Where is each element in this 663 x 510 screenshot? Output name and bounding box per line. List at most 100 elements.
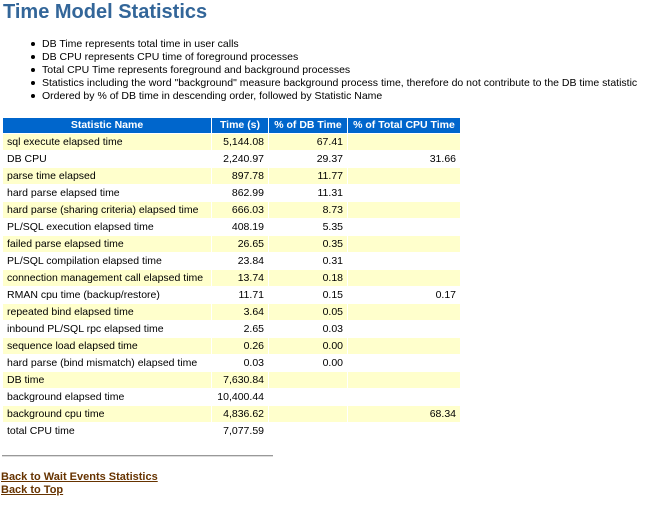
table-row: background cpu time 4,836.62 68.34 [3, 406, 460, 422]
cell-statistic-name: RMAN cpu time (backup/restore) [3, 287, 211, 303]
cell-statistic-name: PL/SQL execution elapsed time [3, 219, 211, 235]
cell-pct-db-time: 5.35 [269, 219, 347, 235]
cell-statistic-name: parse time elapsed [3, 168, 211, 184]
cell-time: 0.03 [212, 355, 268, 371]
table-row: connection management call elapsed time … [3, 270, 460, 286]
table-row: failed parse elapsed time 26.65 0.35 [3, 236, 460, 252]
note-item: Statistics including the word "backgroun… [30, 77, 638, 89]
table-row: inbound PL/SQL rpc elapsed time 2.65 0.0… [3, 321, 460, 337]
cell-statistic-name: connection management call elapsed time [3, 270, 211, 286]
notes-list: DB Time represents total time in user ca… [0, 38, 637, 103]
cell-pct-total-cpu-time [348, 236, 460, 252]
cell-pct-db-time: 0.18 [269, 270, 347, 286]
section-divider [2, 455, 273, 456]
table-row: PL/SQL execution elapsed time 408.19 5.3… [3, 219, 460, 235]
cell-pct-total-cpu-time [348, 253, 460, 269]
cell-pct-db-time [269, 389, 347, 405]
cell-pct-db-time: 29.37 [269, 151, 347, 167]
cell-pct-db-time: 0.15 [269, 287, 347, 303]
cell-pct-total-cpu-time: 0.17 [348, 287, 460, 303]
cell-pct-db-time [269, 423, 347, 439]
cell-time: 0.26 [212, 338, 268, 354]
cell-time: 4,836.62 [212, 406, 268, 422]
column-header-time: Time (s) [212, 118, 268, 133]
cell-pct-total-cpu-time: 68.34 [348, 406, 460, 422]
cell-time: 10,400.44 [212, 389, 268, 405]
cell-pct-total-cpu-time [348, 389, 460, 405]
cell-pct-total-cpu-time [348, 372, 460, 388]
cell-pct-total-cpu-time: 31.66 [348, 151, 460, 167]
back-to-wait-events-link[interactable]: Back to Wait Events Statistics [1, 471, 158, 483]
cell-statistic-name: repeated bind elapsed time [3, 304, 211, 320]
cell-statistic-name: sequence load elapsed time [3, 338, 211, 354]
cell-pct-total-cpu-time [348, 134, 460, 150]
table-row: background elapsed time 10,400.44 [3, 389, 460, 405]
cell-time: 7,630.84 [212, 372, 268, 388]
cell-pct-db-time [269, 406, 347, 422]
table-row: PL/SQL compilation elapsed time 23.84 0.… [3, 253, 460, 269]
cell-pct-db-time: 0.31 [269, 253, 347, 269]
cell-pct-db-time: 11.77 [269, 168, 347, 184]
cell-pct-total-cpu-time [348, 219, 460, 235]
cell-pct-db-time: 0.00 [269, 355, 347, 371]
table-row: hard parse elapsed time 862.99 11.31 [3, 185, 460, 201]
cell-time: 7,077.59 [212, 423, 268, 439]
cell-pct-db-time [269, 372, 347, 388]
cell-pct-db-time: 67.41 [269, 134, 347, 150]
cell-pct-total-cpu-time [348, 304, 460, 320]
table-row: sql execute elapsed time 5,144.08 67.41 [3, 134, 460, 150]
page-title: Time Model Statistics [3, 1, 208, 23]
cell-statistic-name: failed parse elapsed time [3, 236, 211, 252]
cell-time: 23.84 [212, 253, 268, 269]
cell-statistic-name: PL/SQL compilation elapsed time [3, 253, 211, 269]
cell-pct-total-cpu-time [348, 270, 460, 286]
cell-time: 897.78 [212, 168, 268, 184]
cell-pct-db-time: 8.73 [269, 202, 347, 218]
cell-statistic-name: hard parse (bind mismatch) elapsed time [3, 355, 211, 371]
cell-pct-total-cpu-time [348, 423, 460, 439]
cell-time: 2,240.97 [212, 151, 268, 167]
cell-pct-db-time: 0.03 [269, 321, 347, 337]
cell-time: 13.74 [212, 270, 268, 286]
cell-pct-total-cpu-time [348, 338, 460, 354]
cell-pct-db-time: 0.35 [269, 236, 347, 252]
column-header-pct-db-time: % of DB Time [269, 118, 347, 133]
cell-time: 3.64 [212, 304, 268, 320]
cell-pct-total-cpu-time [348, 185, 460, 201]
cell-statistic-name: hard parse (sharing criteria) elapsed ti… [3, 202, 211, 218]
cell-statistic-name: sql execute elapsed time [3, 134, 211, 150]
table-row: parse time elapsed 897.78 11.77 [3, 168, 460, 184]
cell-pct-db-time: 0.00 [269, 338, 347, 354]
cell-pct-db-time: 11.31 [269, 185, 347, 201]
table-row: RMAN cpu time (backup/restore) 11.71 0.1… [3, 287, 460, 303]
cell-pct-total-cpu-time [348, 355, 460, 371]
column-header-statistic-name: Statistic Name [3, 118, 211, 133]
cell-statistic-name: hard parse elapsed time [3, 185, 211, 201]
note-item: Ordered by % of DB time in descending or… [30, 90, 637, 103]
cell-time: 2.65 [212, 321, 268, 337]
table-row: DB CPU 2,240.97 29.37 31.66 [3, 151, 460, 167]
cell-time: 666.03 [212, 202, 268, 218]
table-row: hard parse (bind mismatch) elapsed time … [3, 355, 460, 371]
table-header-row: Statistic Name Time (s) % of DB Time % o… [3, 118, 460, 133]
table-row: total CPU time 7,077.59 [3, 423, 460, 439]
cell-pct-total-cpu-time [348, 168, 460, 184]
back-to-top-link[interactable]: Back to Top [1, 484, 64, 496]
cell-time: 408.19 [212, 219, 268, 235]
cell-time: 5,144.08 [212, 134, 268, 150]
cell-time: 862.99 [212, 185, 268, 201]
table-row: sequence load elapsed time 0.26 0.00 [3, 338, 460, 354]
cell-statistic-name: background cpu time [3, 406, 211, 422]
cell-statistic-name: background elapsed time [3, 389, 211, 405]
cell-pct-db-time: 0.05 [269, 304, 347, 320]
note-item: DB CPU represents CPU time of foreground… [30, 51, 637, 64]
cell-time: 11.71 [212, 287, 268, 303]
time-model-table: Statistic Name Time (s) % of DB Time % o… [2, 117, 461, 440]
table-row: DB time 7,630.84 [3, 372, 460, 388]
table-row: hard parse (sharing criteria) elapsed ti… [3, 202, 460, 218]
cell-statistic-name: DB time [3, 372, 211, 388]
cell-time: 26.65 [212, 236, 268, 252]
navigation-links: Back to Wait Events Statistics Back to T… [1, 471, 158, 497]
cell-statistic-name: DB CPU [3, 151, 211, 167]
